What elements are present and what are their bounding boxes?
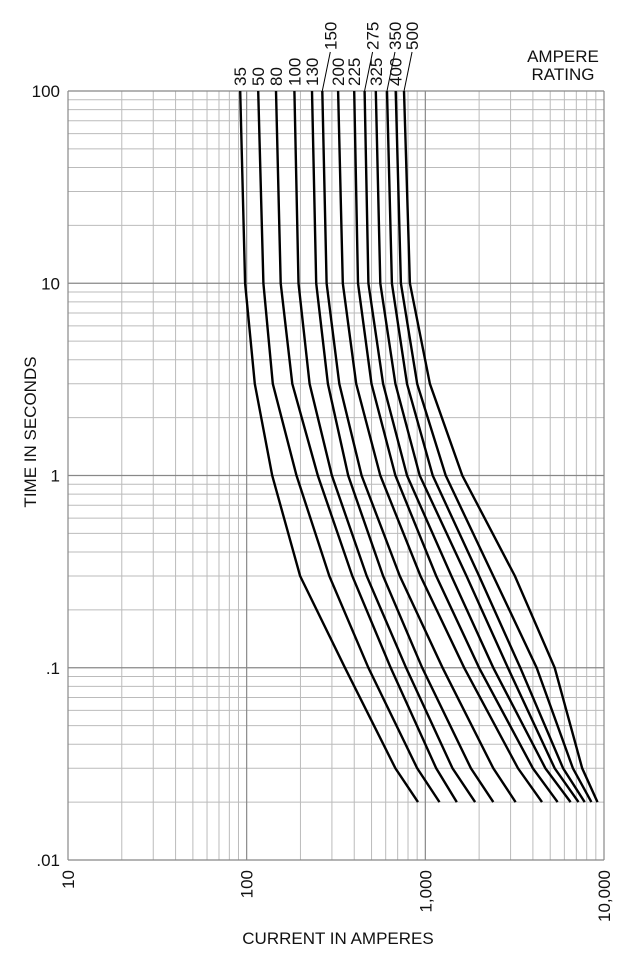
leader	[321, 51, 331, 92]
y-tick-label: 100	[32, 82, 60, 101]
legend-label: 80	[267, 67, 286, 86]
y-axis-title: TIME IN SECONDS	[21, 356, 40, 507]
y-tick-label: .01	[36, 851, 60, 870]
curve	[385, 90, 586, 803]
legend-label: 100	[285, 58, 304, 86]
legend-label: 130	[303, 58, 322, 86]
curve	[402, 90, 599, 803]
y-tick-label: 10	[41, 274, 60, 293]
legend-label: 350	[386, 22, 405, 50]
curve	[321, 90, 517, 803]
legend-label: 225	[345, 58, 364, 86]
legend-label: 50	[249, 67, 268, 86]
legend-label: 325	[367, 58, 386, 86]
legend-title: AMPERE	[527, 47, 599, 66]
legend-title: RATING	[532, 65, 595, 84]
curve	[336, 90, 543, 803]
curve	[293, 90, 477, 803]
leader	[403, 51, 413, 92]
curve	[394, 90, 593, 803]
curve	[374, 90, 580, 803]
leader	[386, 51, 396, 92]
y-tick-label: .1	[46, 659, 60, 678]
curve	[310, 90, 495, 803]
y-tick-label: 1	[51, 467, 60, 486]
curve	[274, 90, 458, 803]
curve	[257, 90, 441, 803]
legend-label: 500	[403, 22, 422, 50]
legend-label: 150	[321, 22, 340, 50]
x-tick-label: 1,000	[416, 870, 435, 913]
legend-label: 275	[364, 22, 383, 50]
x-tick-label: 100	[238, 870, 257, 898]
x-tick-label: 10	[59, 870, 78, 889]
legend-label: 400	[387, 58, 406, 86]
curve	[239, 90, 419, 803]
legend-label: 200	[329, 58, 348, 86]
curve	[353, 90, 559, 803]
legend-label: 35	[231, 67, 250, 86]
leader	[364, 51, 374, 92]
curve	[363, 90, 572, 803]
x-axis-title: CURRENT IN AMPERES	[242, 929, 433, 948]
x-tick-label: 10,000	[595, 870, 614, 922]
